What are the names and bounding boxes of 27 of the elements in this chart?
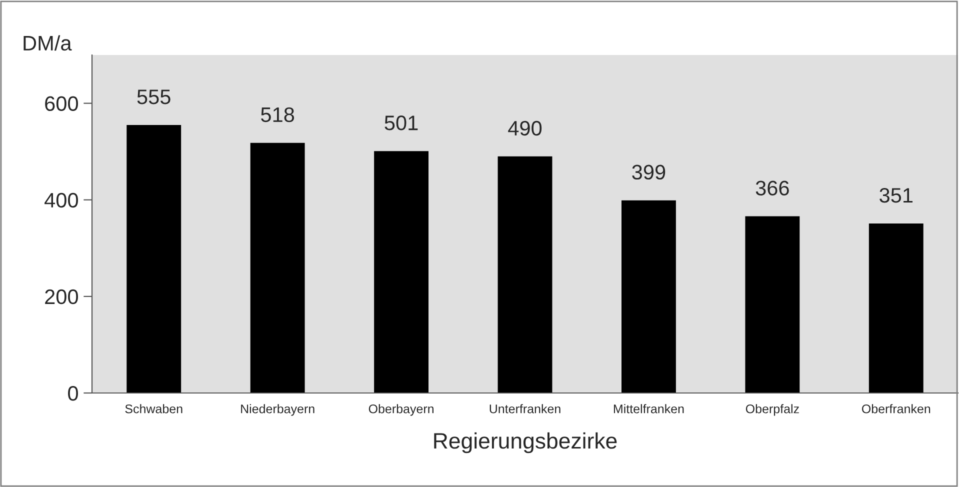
y-axis-title: DM/a [24,35,72,51]
data-label: 351 [880,188,913,203]
bar [126,125,182,393]
x-axis-title: Regierungsbezirke [434,432,617,454]
y-tick-label: 200 [45,289,78,304]
x-tick-label: Oberfranken [862,404,930,414]
x-tick-label: Schwaben [125,404,182,414]
bar [868,224,924,393]
x-tick-label: Niederbayern [241,404,314,416]
data-label: 490 [508,120,542,136]
x-tick-label: Oberpfalz [746,404,799,416]
bar [250,142,305,393]
data-label: 366 [756,180,789,196]
data-label: 518 [261,107,294,122]
y-tick-label: 0 [68,386,78,401]
y-tick-label: 600 [45,96,78,112]
x-tick-label: Mittelfranken [614,404,684,414]
y-tick-label: 400 [44,192,78,208]
bar [498,156,552,393]
data-label: 501 [384,116,418,130]
data-label: 399 [632,164,666,180]
x-tick-label: Unterfranken [490,404,560,414]
x-tick-label: Oberbayern [368,404,434,416]
bar [745,216,800,393]
bar [621,200,676,393]
bar [374,151,429,393]
data-label: 555 [137,90,170,104]
